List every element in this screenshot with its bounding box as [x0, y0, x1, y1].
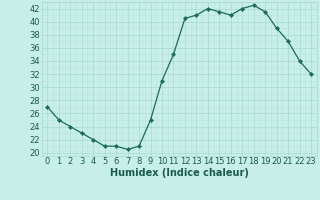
X-axis label: Humidex (Indice chaleur): Humidex (Indice chaleur): [110, 168, 249, 178]
